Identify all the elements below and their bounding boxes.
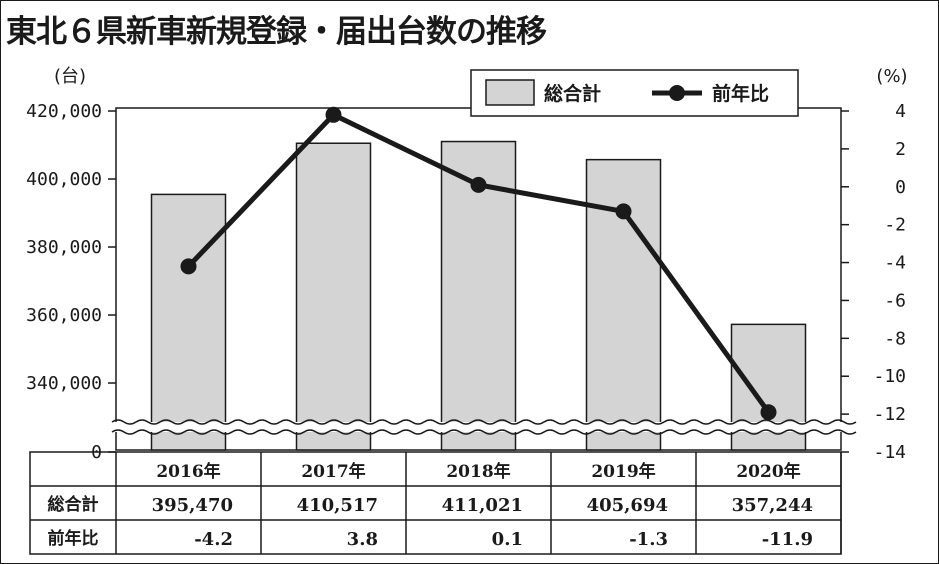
y-right-tick-label: -14 (873, 442, 906, 463)
legend-label-line: 前年比 (712, 82, 769, 105)
axis-break-line (111, 419, 857, 425)
table-cell: 405,694 (587, 495, 668, 516)
table-row-header: 前年比 (48, 528, 99, 549)
x-tick-label: 2019年 (591, 461, 655, 482)
line-point-2020年 (760, 404, 777, 421)
y-left-tick-label: 380,000 (26, 237, 102, 258)
y-right-tick-label: -8 (884, 328, 906, 349)
y-left-tick-label: 340,000 (26, 373, 102, 394)
legend-marker-line (669, 85, 685, 101)
chart-title: 東北６県新車新規登録・届出台数の推移 (6, 14, 547, 50)
legend-swatch-bar (485, 79, 535, 106)
y-right-unit: (%) (876, 66, 907, 87)
y-right-tick-label: -12 (873, 404, 906, 425)
line-point-2019年 (615, 203, 632, 220)
y-left-tick-label: 360,000 (26, 305, 102, 326)
y-right-tick-label: -6 (884, 290, 906, 311)
x-tick-label: 2016年 (156, 461, 220, 482)
legend-label-bar: 総合計 (544, 82, 601, 105)
y-right-tick-label: -2 (884, 215, 906, 236)
bar-2019年 (585, 158, 662, 451)
x-tick-label: 2018年 (446, 461, 510, 482)
table-cell: -11.9 (762, 529, 813, 550)
table-cell: 0.1 (492, 529, 523, 550)
table-cell: 3.8 (347, 529, 378, 550)
y-right-tick-label: -10 (873, 366, 906, 387)
axis-break-line (111, 429, 857, 435)
table-cell: 395,470 (152, 495, 233, 516)
line-point-2018年 (470, 176, 487, 193)
line-point-2017年 (325, 106, 342, 123)
bar-2017年 (295, 142, 372, 451)
line-point-2016年 (180, 258, 197, 275)
y-right-tick-label: -4 (884, 253, 906, 274)
bar-2016年 (150, 193, 227, 451)
y-right-tick-label: 4 (895, 101, 906, 122)
axis-break-gap (112, 422, 845, 432)
y-right-tick-label: 0 (895, 177, 906, 198)
table-row-header: 総合計 (48, 494, 99, 515)
x-tick-label: 2020年 (736, 461, 800, 482)
y-left-tick-label: 420,000 (26, 101, 102, 122)
table-cell: 357,244 (732, 495, 813, 516)
y-left-tick-label: 400,000 (26, 169, 102, 190)
x-tick-label: 2017年 (301, 461, 365, 482)
y-left-unit: (台) (54, 66, 86, 87)
table-cell: 411,021 (442, 495, 523, 516)
bar-2018年 (440, 140, 517, 451)
table-cell: -4.2 (194, 529, 233, 550)
y-right-tick-label: 2 (895, 139, 906, 160)
table-cell: 410,517 (297, 495, 378, 516)
table-cell: -1.3 (629, 529, 668, 550)
